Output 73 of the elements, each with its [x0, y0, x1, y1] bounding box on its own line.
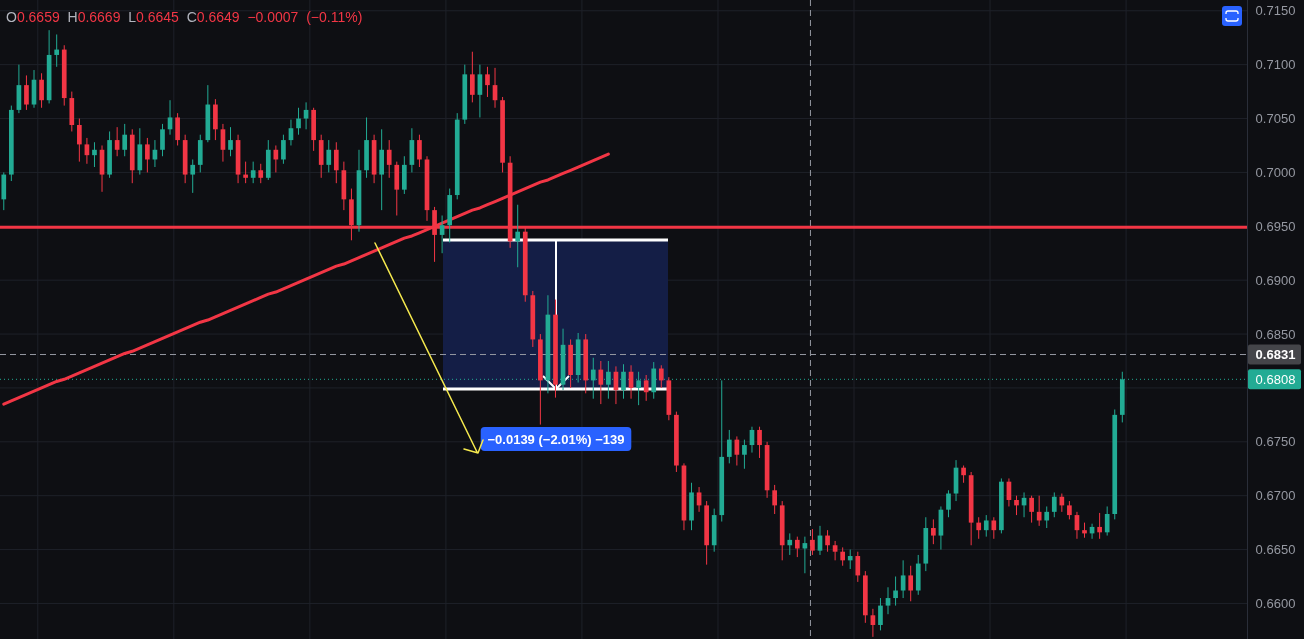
ref-line-label: 0.6808 — [1255, 371, 1296, 387]
y-tick-label: 0.6900 — [1255, 272, 1296, 288]
candlestick — [175, 112, 180, 146]
candlestick — [847, 549, 853, 570]
text: O0.6659 H0.6669 L0.6645 C0.6649 −0.0007 (−0.11%) — [6, 9, 363, 25]
y-tick-label: 0.7150 — [1255, 3, 1296, 19]
candlestick — [1029, 495, 1034, 524]
candlestick — [1051, 491, 1057, 518]
candlestick — [92, 141, 97, 168]
candlestick — [1059, 493, 1065, 513]
candlestick — [1014, 495, 1019, 516]
y-tick-label: 0.6950 — [1255, 218, 1296, 234]
annotation: −0.0139 (−2.01%) −139 — [487, 431, 625, 447]
y-tick-label: 0.6700 — [1255, 488, 1296, 504]
candlestick — [908, 565, 914, 602]
candlestick — [855, 551, 861, 583]
candlestick — [1067, 500, 1072, 520]
y-tick-label: 0.7000 — [1255, 164, 1296, 180]
candlestick — [243, 161, 248, 184]
candlestick — [39, 72, 44, 109]
candlestick — [787, 532, 793, 556]
candlestick — [900, 559, 906, 599]
y-tick-label: 0.6850 — [1255, 326, 1296, 342]
candlestick — [326, 139, 332, 173]
candlestick — [878, 597, 883, 631]
candlestick — [1036, 495, 1042, 527]
candlestick — [794, 536, 800, 558]
candlestick — [515, 204, 521, 268]
candlestick — [24, 74, 29, 111]
candlestick — [757, 426, 762, 459]
candlestick — [485, 66, 490, 98]
y-tick-label: 0.6750 — [1255, 434, 1296, 450]
candlestick — [946, 489, 951, 518]
candlestick — [160, 123, 165, 157]
y-tick-label: 0.6650 — [1255, 542, 1296, 558]
candlestick — [832, 540, 838, 561]
candlestick — [931, 518, 936, 545]
candlestick — [840, 546, 846, 567]
candlestick — [976, 516, 982, 540]
candlestick — [772, 484, 777, 515]
candlestick — [825, 529, 830, 553]
candlestick — [228, 126, 233, 157]
ref-line-label: 0.6831 — [1255, 347, 1296, 363]
candlestick — [983, 514, 989, 538]
candlestick — [303, 101, 309, 130]
candlestick — [643, 374, 649, 402]
candlestick — [417, 134, 422, 168]
candlestick — [991, 516, 997, 540]
candlestick — [54, 33, 60, 68]
candlestick — [893, 576, 898, 607]
candlestick — [810, 528, 815, 556]
candlestick — [190, 158, 196, 194]
candlestick — [1044, 505, 1050, 529]
candlestick — [122, 123, 128, 157]
candlestick — [145, 137, 150, 173]
candlestick — [598, 360, 604, 405]
candlestick — [386, 139, 392, 179]
y-tick-label: 0.7100 — [1255, 57, 1296, 73]
candlestick — [296, 107, 301, 136]
candlestick — [658, 364, 664, 389]
candlestick — [258, 163, 264, 184]
candlestick — [470, 51, 475, 103]
candlestick — [885, 586, 891, 615]
y-tick-label: 0.6600 — [1255, 595, 1296, 611]
candlestick — [333, 141, 339, 184]
candlestick — [250, 161, 256, 184]
candlestick — [742, 439, 747, 470]
candlestick — [281, 134, 286, 165]
candlestick — [77, 118, 82, 163]
candlestick — [726, 429, 732, 464]
y-tick-label: 0.7050 — [1255, 111, 1296, 127]
candlestick — [1104, 505, 1110, 537]
candlestick — [1097, 512, 1102, 540]
